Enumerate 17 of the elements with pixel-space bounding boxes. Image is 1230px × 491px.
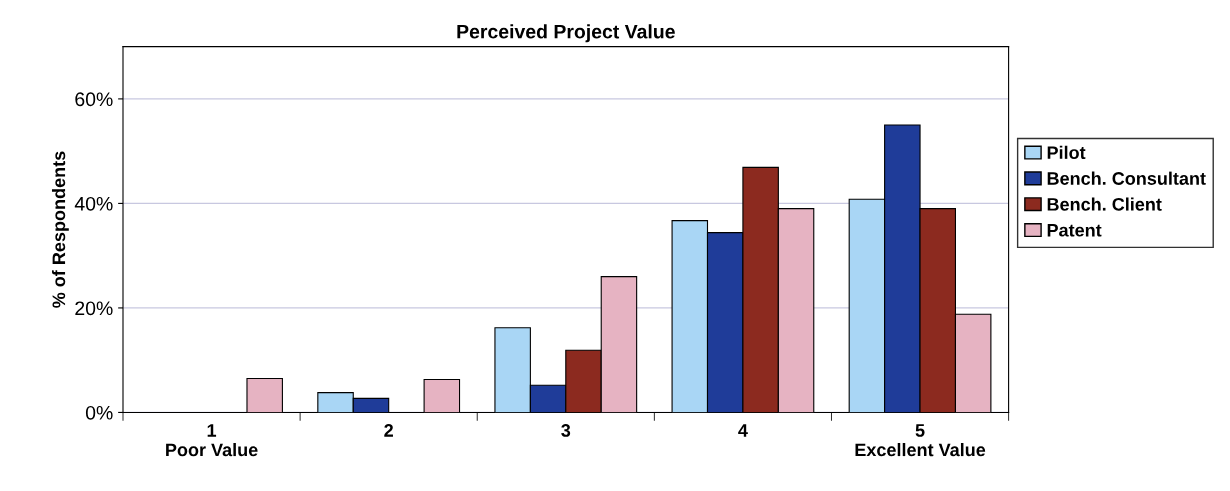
legend-label: Patent (1047, 224, 1102, 237)
x-tick-label: 4 (738, 424, 748, 437)
bar (423, 378, 461, 413)
y-axis-title: % of Respondents (51, 151, 69, 308)
bar (246, 377, 283, 413)
legend-label: Bench. Client (1047, 197, 1162, 211)
legend-label: Pilot (1047, 145, 1086, 160)
y-tick-label: 40% (74, 196, 113, 211)
chart-title: Perceived Project Value (457, 24, 675, 43)
x-tick-label: 2 (384, 424, 393, 437)
legend-label: Bench. Consultant (1047, 171, 1206, 185)
y-tick-label: 20% (75, 301, 113, 316)
y-tick-label: 60% (75, 92, 113, 107)
x-tick-label: 3 (561, 424, 571, 437)
y-tick-label: 0% (85, 405, 113, 420)
x-tick-label: 5 Excellent Value (855, 424, 986, 457)
x-tick-label: 1 Poor Value (166, 424, 258, 457)
